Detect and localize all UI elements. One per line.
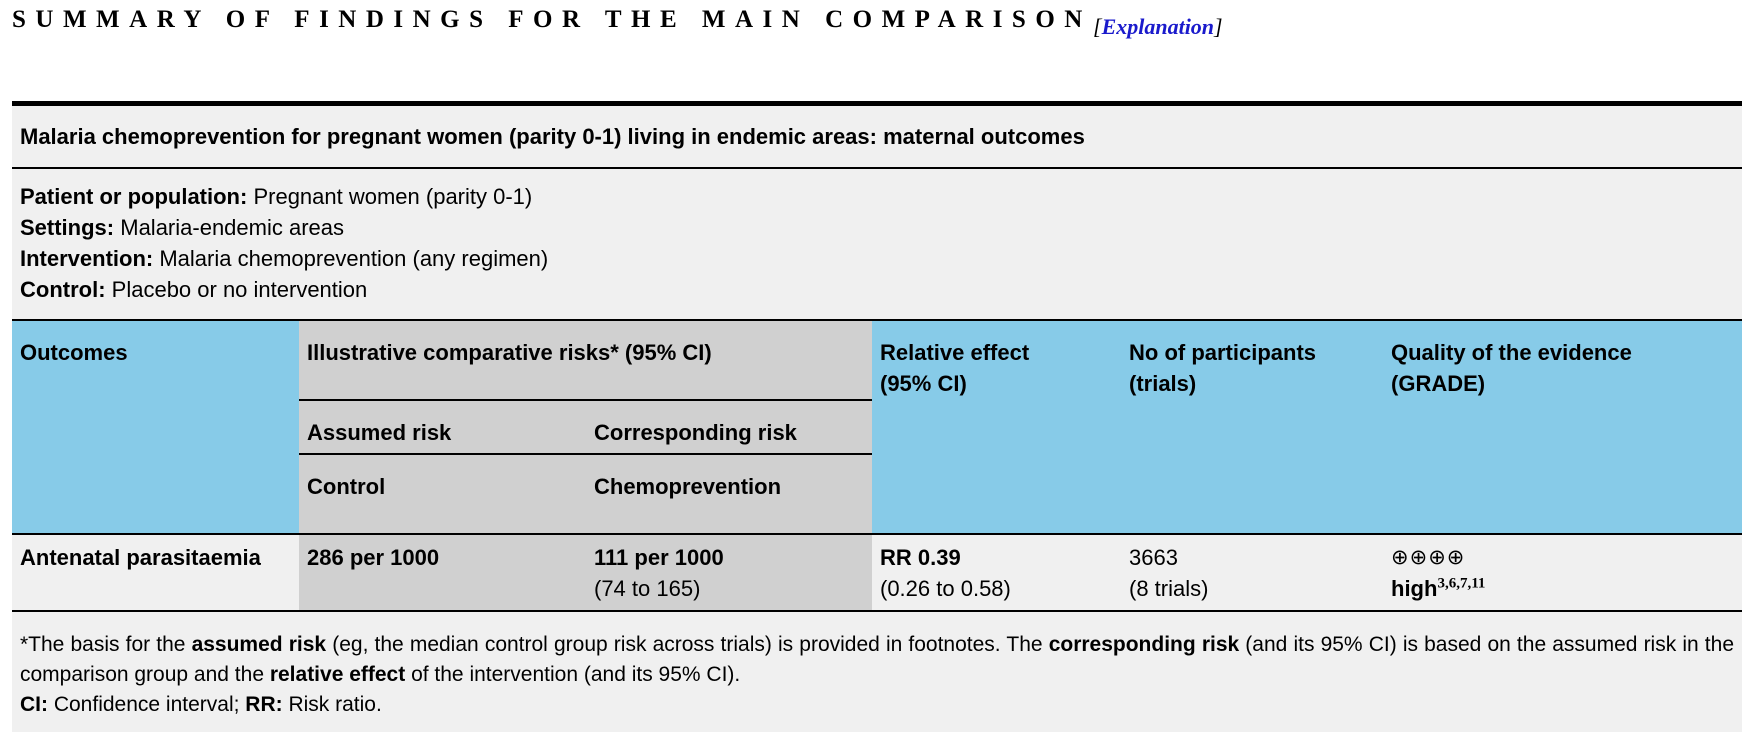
- footnote-term: assumed risk: [191, 633, 327, 656]
- footnote-text: (eg, the median control group risk acros…: [326, 633, 1049, 656]
- footnote-basis: *The basis for the assumed risk (eg, the…: [20, 630, 1734, 690]
- pico-panel: Patient or population: Pregnant women (p…: [12, 169, 1742, 319]
- summary-of-findings-table: Malaria chemoprevention for pregnant wom…: [12, 101, 1742, 732]
- relative-effect-value: RR 0.39: [880, 545, 961, 570]
- divider: [12, 167, 1742, 169]
- header-assumed-risk: Assumed risk: [307, 420, 452, 445]
- corresponding-risk-value: 111 per 1000: [594, 545, 724, 570]
- quality-references: 3,6,7,11: [1437, 575, 1486, 592]
- pico-value: Malaria-endemic areas: [120, 215, 345, 240]
- risks-header-block: [299, 321, 872, 533]
- corresponding-risk-cell: 111 per 1000 (74 to 165): [594, 542, 724, 604]
- divider: [299, 399, 872, 401]
- column-header: Outcomes Illustrative comparative risks*…: [12, 321, 1742, 533]
- pico-label: Control:: [20, 277, 106, 302]
- footnote-text: *The basis for the: [20, 633, 192, 656]
- relative-effect-ci: (0.26 to 0.58): [880, 576, 1011, 601]
- explanation-link[interactable]: Explanation: [1101, 14, 1215, 39]
- header-quality: Quality of the evidence (GRADE): [1391, 337, 1632, 399]
- header-participants: No of participants (trials): [1129, 337, 1316, 399]
- risks-column-shade: [299, 535, 872, 610]
- divider: [12, 610, 1742, 612]
- pico-label: Patient or population:: [20, 184, 248, 209]
- explanation-reference: [Explanation]: [1093, 14, 1223, 40]
- quality-cell: ⊕⊕⊕⊕ high3,6,7,11: [1391, 542, 1485, 604]
- assumed-risk-cell: 286 per 1000: [307, 545, 440, 570]
- footnote-abbreviations: CI: Confidence interval; RR: Risk ratio.: [20, 690, 1734, 720]
- header-participants-line2: (trials): [1129, 371, 1197, 396]
- quality-rating: high3,6,7,11: [1391, 573, 1485, 604]
- page-title: SUMMARY OF FINDINGS FOR THE MAIN COMPARI…: [12, 6, 1092, 33]
- header-corresponding-risk: Corresponding risk: [594, 420, 797, 445]
- footnote-text: of the intervention (and its 95% CI).: [405, 663, 741, 686]
- pico-intervention: Intervention: Malaria chemoprevention (a…: [20, 243, 1734, 274]
- grade-circles-icon: ⊕⊕⊕⊕: [1391, 545, 1466, 569]
- table-title: Malaria chemoprevention for pregnant wom…: [12, 106, 1742, 167]
- abbrev-text: Confidence interval;: [48, 693, 246, 716]
- pico-population: Patient or population: Pregnant women (p…: [20, 181, 1734, 212]
- header-relative-effect: Relative effect (95% CI): [880, 337, 1029, 399]
- table-row: Antenatal parasitaemia 286 per 1000 111 …: [12, 535, 1742, 610]
- abbrev-text: Risk ratio.: [282, 693, 382, 716]
- pico-label: Settings:: [20, 215, 115, 240]
- header-quality-line2: (GRADE): [1391, 371, 1486, 396]
- header-chemoprevention: Chemoprevention: [594, 474, 782, 499]
- pico-settings: Settings: Malaria-endemic areas: [20, 212, 1734, 243]
- footnote-text: (and its 95% CI) is based on the assumed…: [20, 633, 1734, 686]
- pico-label: Intervention:: [20, 246, 154, 271]
- divider: [299, 453, 872, 455]
- footnote-term: relative effect: [269, 663, 406, 686]
- participants-cell: 3663 (8 trials): [1129, 542, 1208, 604]
- divider: [12, 319, 1742, 321]
- table-top-rule: [12, 101, 1742, 106]
- header-participants-line1: No of participants: [1129, 340, 1317, 365]
- pico-value: Placebo or no intervention: [111, 277, 368, 302]
- relative-effect-cell: RR 0.39 (0.26 to 0.58): [880, 542, 1011, 604]
- divider: [12, 533, 1742, 535]
- corresponding-risk-ci: (74 to 165): [594, 576, 701, 601]
- abbrev-label: CI:: [20, 693, 48, 716]
- pico-value: Pregnant women (parity 0-1): [253, 184, 533, 209]
- participants-value: 3663: [1129, 545, 1178, 570]
- footnotes: *The basis for the assumed risk (eg, the…: [12, 612, 1742, 732]
- outcome-cell: Antenatal parasitaemia: [20, 545, 261, 570]
- explanation-open-bracket: [: [1093, 14, 1102, 39]
- header-risks: Illustrative comparative risks* (95% CI): [307, 340, 712, 365]
- pico-control: Control: Placebo or no intervention: [20, 274, 1734, 305]
- header-relative-line1: Relative effect: [880, 340, 1030, 365]
- explanation-close-bracket: ]: [1214, 14, 1223, 39]
- header-control: Control: [307, 474, 386, 499]
- footnote-term: corresponding risk: [1048, 633, 1240, 656]
- header-outcomes: Outcomes: [20, 340, 128, 365]
- quality-level: high: [1391, 576, 1438, 601]
- trials-value: (8 trials): [1129, 576, 1209, 601]
- pico-value: Malaria chemoprevention (any regimen): [159, 246, 549, 271]
- abbrev-label: RR:: [245, 693, 283, 716]
- header-relative-line2: (95% CI): [880, 371, 967, 396]
- header-quality-line1: Quality of the evidence: [1391, 340, 1632, 365]
